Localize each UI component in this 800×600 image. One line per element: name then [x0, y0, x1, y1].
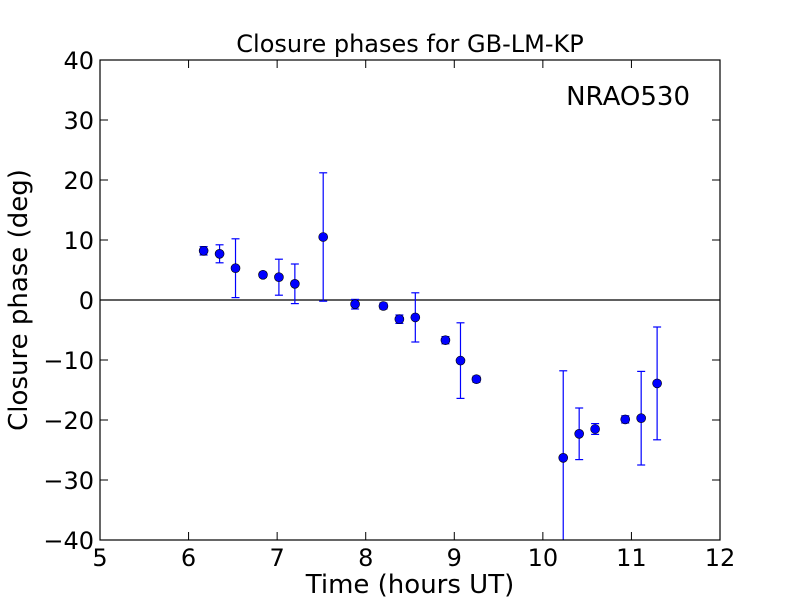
x-tick-label: 6 — [181, 544, 196, 572]
data-point — [471, 374, 482, 385]
x-tick-label: 9 — [447, 544, 462, 572]
data-point — [198, 246, 209, 256]
y-tick-label: −30 — [43, 467, 94, 495]
plot-layer: 5 6 7 8 9 10 11 12 −40 −30 −20 −10 0 10 20 30 40 — [43, 47, 735, 572]
source-annotation: NRAO530 — [566, 82, 690, 112]
data-point — [574, 428, 584, 439]
x-tick-label: 5 — [92, 544, 107, 572]
y-tick-label: 10 — [63, 227, 94, 255]
y-tick-label: 20 — [63, 167, 94, 195]
data-point — [636, 413, 646, 424]
data-point — [318, 232, 329, 242]
y-tick-label: 40 — [63, 47, 94, 75]
y-axis-title: Closure phase (deg) — [4, 169, 34, 431]
data-point — [590, 424, 600, 434]
data-point — [410, 312, 421, 323]
y-tick-label: 0 — [79, 287, 94, 315]
x-tick-label: 7 — [270, 544, 285, 572]
data-point — [455, 355, 466, 366]
x-axis-title: Time (hours UT) — [305, 570, 514, 600]
data-point — [274, 272, 284, 283]
x-tick-label: 10 — [528, 544, 559, 572]
data-point — [230, 263, 241, 274]
data-point — [440, 335, 451, 346]
data-point — [258, 269, 268, 280]
data-point — [652, 378, 662, 389]
y-tick-label: −10 — [43, 347, 94, 375]
data-point — [290, 278, 300, 289]
data-point — [394, 314, 405, 325]
x-tick-label: 11 — [616, 544, 647, 572]
x-tick-label: 12 — [705, 544, 736, 572]
data-point — [620, 414, 631, 425]
data-point — [558, 452, 569, 463]
data-point — [378, 301, 389, 311]
x-tick-label: 8 — [358, 544, 373, 572]
y-tick-label: −20 — [43, 407, 94, 435]
y-tick-label: −40 — [43, 527, 94, 555]
data-point — [350, 299, 360, 310]
y-tick-label: 30 — [63, 107, 94, 135]
data-point — [214, 249, 225, 259]
chart-title: Closure phases for GB-LM-KP — [236, 30, 583, 58]
